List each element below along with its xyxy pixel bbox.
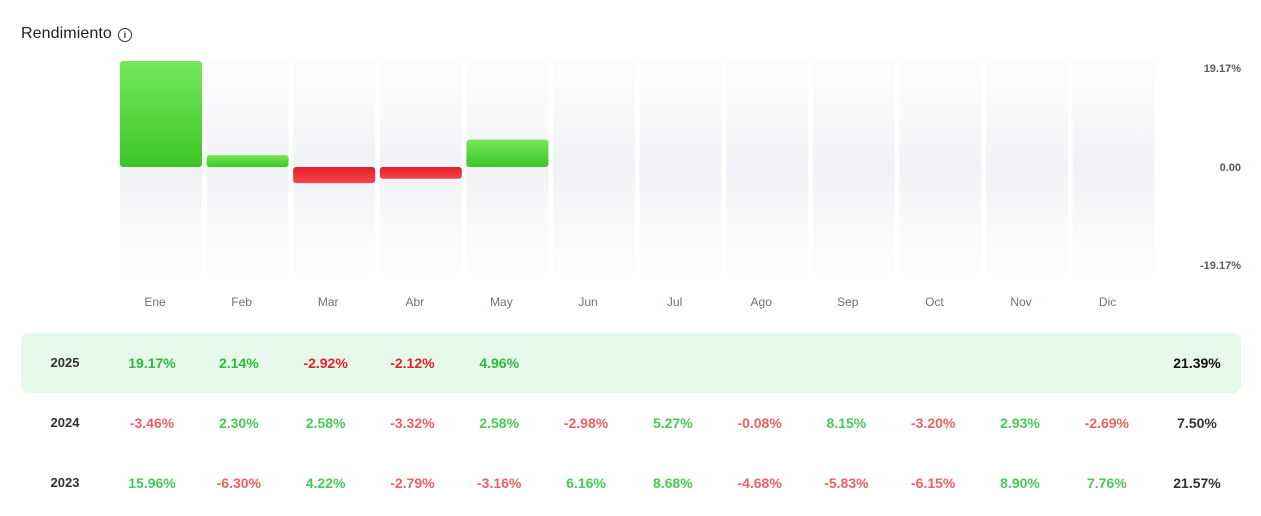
month-return-cell: -6.30% [216, 475, 261, 491]
returns-bar-chart: Ene Feb Mar Abr May Jun Jul Ago Sep Oct Nov Dic 19.… [120, 61, 1242, 309]
chart-title: Rendimiento [21, 25, 112, 42]
month-return-cell: -2.79% [390, 475, 435, 491]
x-tick-label: Nov [1010, 295, 1031, 309]
column-background [899, 61, 982, 273]
month-return-cell: 7.76% [1086, 475, 1127, 491]
month-return-cell: 5.27% [652, 415, 693, 431]
month-return-cell: -3.32% [390, 415, 435, 431]
month-return-cell: 15.96% [128, 475, 176, 491]
x-tick-label: Sep [837, 295, 859, 309]
year-cell: 2023 [50, 475, 80, 490]
month-return-cell: -6.15% [911, 475, 956, 491]
month-return-cell: 4.22% [305, 475, 346, 491]
year-cell: 2025 [50, 355, 80, 370]
month-return-cell: 6.16% [566, 475, 606, 491]
y-tick-label: 19.17% [1204, 63, 1242, 75]
year-total-cell: 21.39% [1173, 355, 1221, 371]
x-tick-label: Ene [144, 295, 166, 309]
column-background [986, 61, 1068, 273]
column-background [639, 61, 722, 273]
year-total-cell: 21.57% [1173, 475, 1221, 491]
month-return-cell: -5.83% [824, 475, 869, 491]
month-return-cell: 8.90% [1000, 475, 1040, 491]
month-return-cell: 8.15% [826, 415, 867, 431]
bar-ene[interactable] [120, 61, 202, 167]
bar-mar[interactable] [293, 167, 376, 184]
column-background [1072, 61, 1155, 273]
month-return-cell: -3.16% [477, 475, 522, 491]
month-return-cell: -3.20% [911, 415, 956, 431]
table-row: 2025 19.17% 2.14% -2.92% -2.12% 4.96% 21.39% [21, 333, 1241, 393]
x-tick-label: Abr [405, 295, 424, 309]
table-row: 2024 -3.46% 2.30% 2.58% -3.32% 2.58% -2.98% 5.2… [21, 393, 1241, 453]
info-icon[interactable]: i [117, 28, 132, 42]
x-tick-label: May [490, 295, 513, 309]
bar-may[interactable] [466, 139, 549, 167]
month-return-cell: 2.58% [305, 415, 346, 431]
x-tick-label: Dic [1099, 295, 1116, 309]
column-background [553, 61, 635, 273]
chart-header: Rendimiento i [21, 22, 132, 46]
month-return-cell: 2.14% [218, 355, 259, 371]
x-tick-label: Mar [318, 295, 339, 309]
y-tick-label: -19.17% [1200, 260, 1241, 272]
x-tick-label: Oct [925, 295, 944, 309]
year-total-cell: 7.50% [1177, 415, 1217, 431]
month-return-cell: 2.58% [479, 415, 520, 431]
bar-feb[interactable] [206, 155, 289, 167]
month-return-cell: -2.92% [303, 355, 348, 371]
column-background [726, 61, 809, 273]
month-return-cell: -0.08% [737, 415, 782, 431]
month-return-cell: 8.68% [652, 475, 693, 491]
column-background [812, 61, 895, 273]
bar-abr[interactable] [379, 167, 462, 179]
month-return-cell: 4.96% [479, 355, 520, 371]
month-return-cell: 2.93% [1000, 415, 1040, 431]
year-cell: 2024 [50, 415, 80, 430]
table-row: 2023 15.96% -6.30% 4.22% -2.79% -3.16% 6.16% 8.… [21, 453, 1241, 513]
y-tick-label: 0.00 [1220, 162, 1241, 174]
month-return-cell: -3.46% [129, 415, 175, 431]
returns-table: 2025 19.17% 2.14% -2.92% -2.12% 4.96% 21.39% 20… [21, 333, 1241, 513]
month-return-cell: -2.69% [1084, 415, 1129, 431]
x-tick-label: Ago [751, 295, 773, 309]
month-return-cell: 2.30% [218, 415, 259, 431]
x-tick-label: Feb [231, 295, 252, 309]
x-tick-label: Jun [578, 295, 597, 309]
x-tick-label: Jul [667, 295, 682, 309]
month-return-cell: -4.68% [737, 475, 782, 491]
month-return-cell: 19.17% [128, 355, 176, 371]
month-return-cell: -2.98% [563, 415, 609, 431]
month-return-cell: -2.12% [390, 355, 435, 371]
